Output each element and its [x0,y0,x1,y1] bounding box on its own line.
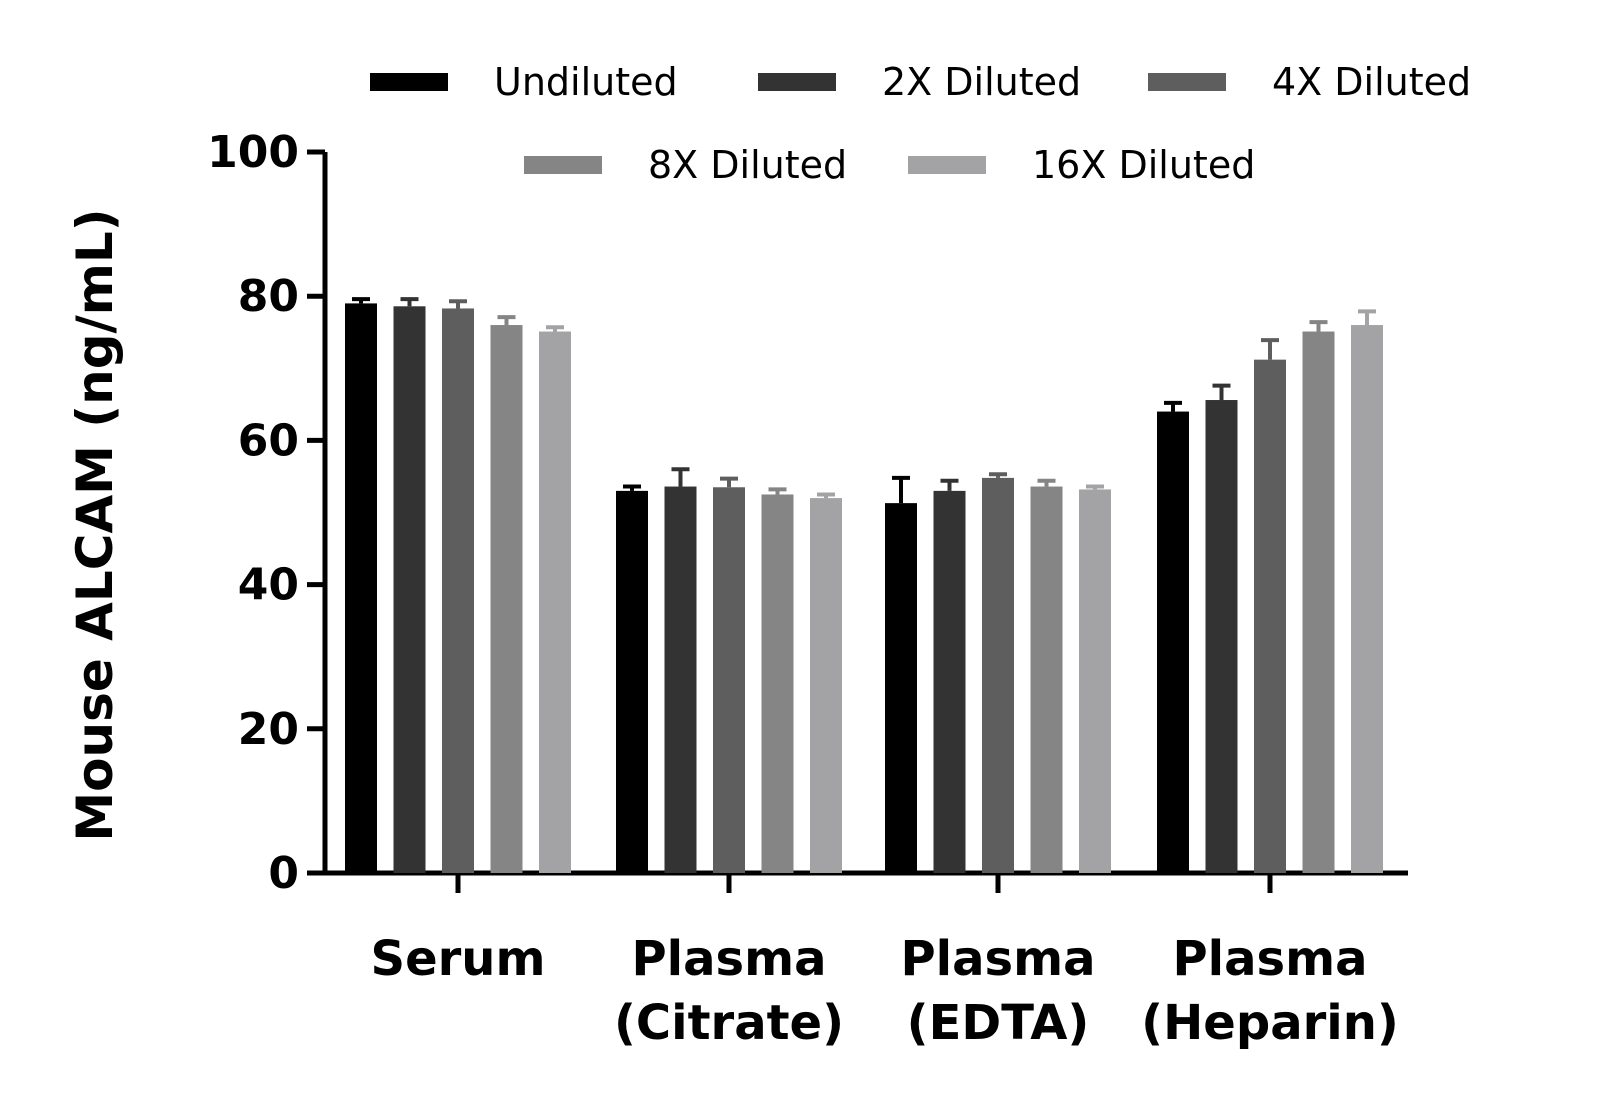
bar [442,308,474,873]
legend-item: 2X Diluted [758,60,1081,104]
legend-label: Undiluted [494,60,678,104]
bar [810,498,842,873]
y-tick-label: 100 [207,127,299,178]
bar [345,303,377,873]
bars [345,303,1383,873]
legend-item: Undiluted [370,60,678,104]
legend-swatch [908,156,986,174]
legend-item: 16X Diluted [908,143,1255,187]
legend-swatch [758,73,836,91]
legend-swatch [1148,73,1226,91]
y-axis-title: Mouse ALCAM (ng/mL) [66,208,124,841]
y-tick-label: 0 [268,848,299,899]
legend: Undiluted 2X Diluted 4X Diluted 8X Diluted 1… [370,60,1471,187]
legend-label: 16X Diluted [1032,143,1255,187]
bar [1079,489,1111,873]
bar [490,325,523,873]
legend-item: 4X Diluted [1148,60,1471,104]
y-tick-label: 60 [238,415,299,466]
y-axis: 0 20 40 60 80 100 [207,127,328,899]
x-category-label: Plasma [901,931,1096,987]
bar [1254,359,1286,873]
bar [393,306,426,873]
error-bars [352,297,1376,504]
y-tick-label: 20 [238,704,299,755]
bar [1030,486,1063,873]
legend-label: 4X Diluted [1272,60,1471,104]
legend-label: 2X Diluted [882,60,1081,104]
x-category-label: (Heparin) [1141,995,1399,1051]
bar [982,477,1014,873]
legend-label: 8X Diluted [648,143,847,187]
bar [1157,411,1189,873]
bar [713,487,745,873]
legend-swatch [524,156,602,174]
bar [1302,331,1335,873]
x-axis: Serum Plasma (Citrate) Plasma (EDTA) Plasma (H… [323,870,1408,1051]
y-tick-label: 80 [238,271,299,322]
bar [933,490,966,873]
x-category-label: Serum [371,931,546,987]
x-category-label: Plasma [1173,931,1368,987]
x-category-label: (Citrate) [614,995,844,1051]
bar [1205,400,1238,873]
legend-swatch [370,73,448,91]
legend-item: 8X Diluted [524,143,847,187]
bar [885,503,917,873]
x-category-label: (EDTA) [907,995,1090,1051]
bar [1351,325,1383,873]
y-tick-label: 40 [238,560,299,611]
bar [616,490,648,873]
x-category-label: Plasma [632,931,827,987]
bar [761,494,794,873]
bar [539,331,571,873]
bar [664,486,697,873]
